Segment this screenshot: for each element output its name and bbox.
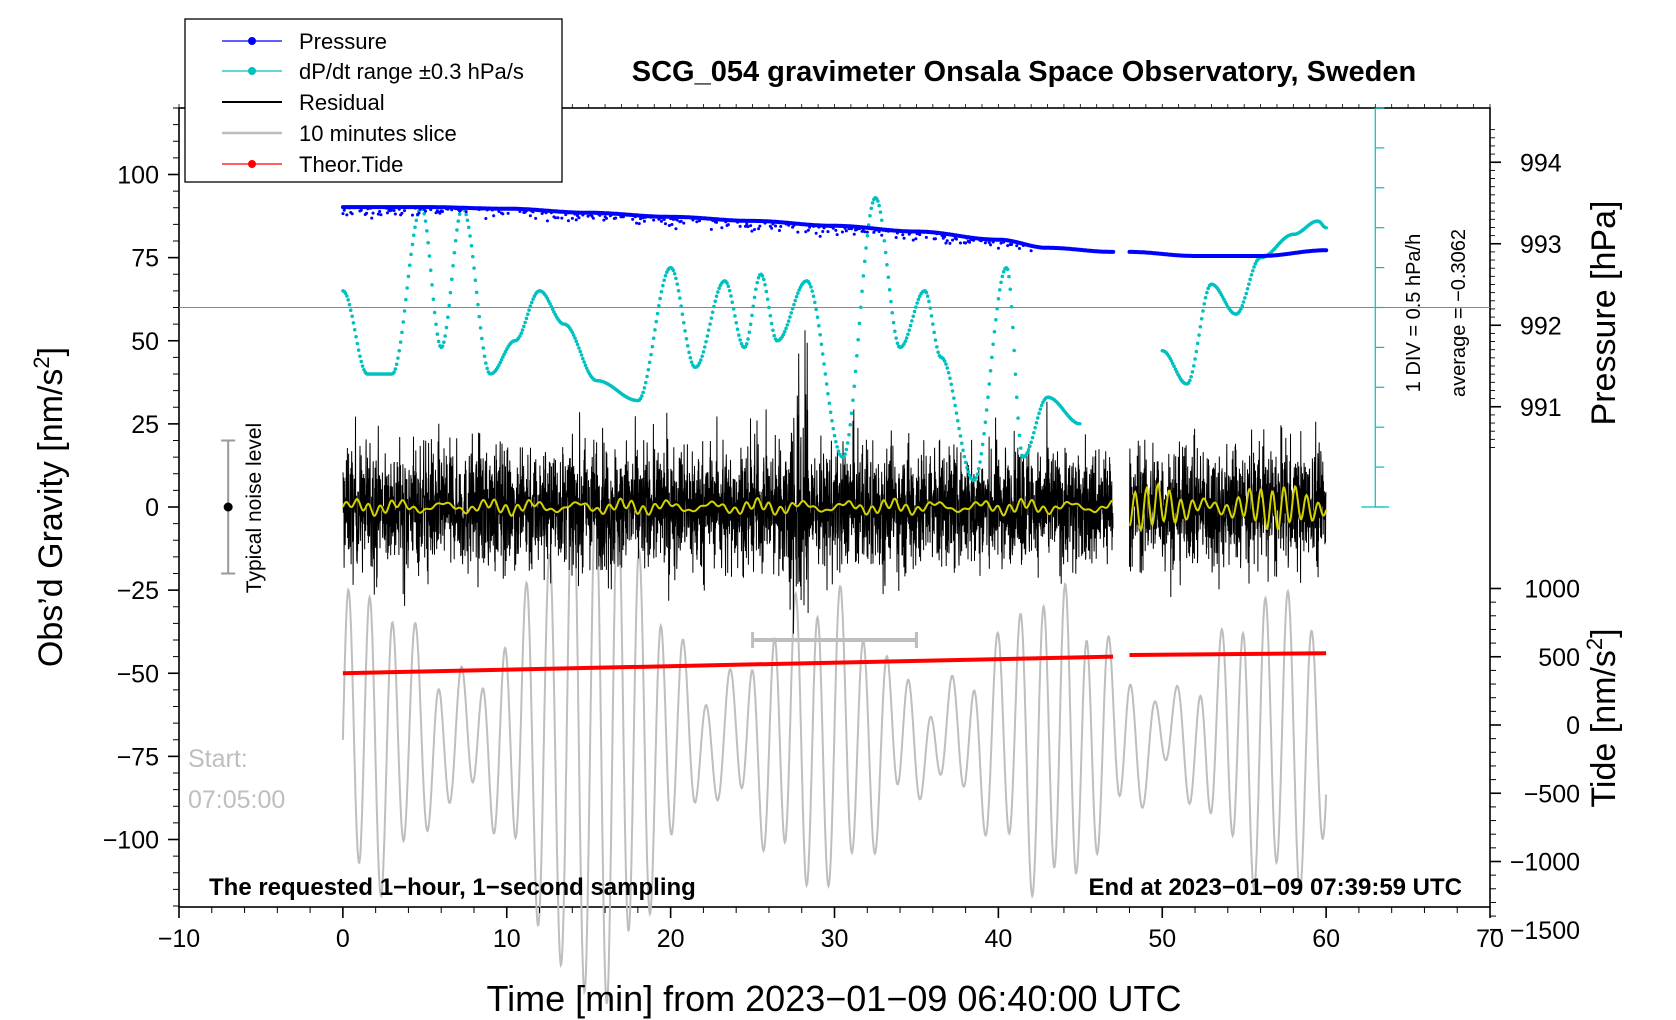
- legend-label-tide: Theor.Tide: [299, 152, 403, 177]
- y-tick-label: 100: [117, 162, 159, 190]
- x-tick-label: 40: [984, 925, 1012, 953]
- y-tick-label: −75: [117, 743, 159, 771]
- tide-series: [342, 651, 1327, 676]
- x-tick-label: 10: [493, 925, 521, 953]
- pressure-tick-label: 993: [1520, 231, 1562, 259]
- legend-marker-dpdt: [248, 67, 256, 75]
- dpdt-series: [179, 107, 1490, 508]
- annotation-layer: [221, 439, 918, 648]
- tide-tick-label: 500: [1538, 644, 1580, 672]
- legend-marker-tide: [248, 160, 256, 168]
- average-label: average = −0.3062: [1448, 229, 1470, 397]
- pressure-scatter-1: [341, 206, 1033, 253]
- legend-label-residual: Residual: [299, 90, 385, 115]
- smoothed-line-2: [1128, 482, 1328, 533]
- y-tick-label: 75: [131, 245, 159, 273]
- y-axis-label-pressure: Pressure [hPa]: [1585, 201, 1623, 426]
- dpdt-line-2: [1160, 219, 1328, 386]
- y-tick-label: 50: [131, 328, 159, 356]
- legend-label-pressure: Pressure: [299, 29, 387, 54]
- pressure-line-2: [1127, 248, 1329, 258]
- legend-entry-dpdt: dP/dt range ±0.3 hPa/s: [222, 59, 524, 84]
- pressure-segment-1: [340, 205, 1116, 254]
- x-tick-label: 20: [657, 925, 685, 953]
- x-tick-label: 0: [336, 925, 350, 953]
- gravity-label-sup: 2: [29, 356, 54, 368]
- y-tick-label: −25: [117, 577, 159, 605]
- legend-entry-tide: Theor.Tide: [222, 152, 403, 177]
- y-tick-label: −100: [103, 827, 159, 855]
- legend-label-dpdt: dP/dt range ±0.3 hPa/s: [299, 59, 524, 84]
- x-tick-label: 30: [821, 925, 849, 953]
- start-label: Start:: [188, 745, 248, 773]
- tide-tick-label: 0: [1566, 712, 1580, 740]
- slice-line: [341, 471, 1328, 1005]
- x-tick-label: −10: [158, 925, 200, 953]
- pressure-series: [340, 205, 1329, 258]
- pressure-segment-2: [1127, 248, 1329, 258]
- slice-series: [341, 471, 1328, 1005]
- smoothed-line-1: [341, 496, 1114, 517]
- pressure-tick-label: 991: [1520, 394, 1562, 422]
- y-axis-label-tide: Tide [nm/s2]: [1582, 628, 1623, 807]
- chart-title: SCG_054 gravimeter Onsala Space Observat…: [632, 56, 1416, 88]
- legend-entry-pressure: Pressure: [222, 29, 387, 54]
- y-tick-label: 25: [131, 411, 159, 439]
- y-tick-label: −50: [117, 660, 159, 688]
- legend: Pressure dP/dt range ±0.3 hPa/s Residual…: [184, 18, 563, 183]
- legend-marker-pressure: [248, 37, 256, 45]
- legend-label-slice: 10 minutes slice: [299, 121, 457, 146]
- tide-tick-label: −1000: [1510, 849, 1580, 877]
- legend-entry-residual: Residual: [222, 90, 385, 115]
- x-tick-label: 60: [1312, 925, 1340, 953]
- y-axis-label-gravity: Obs’d Gravity [nm/s2]: [29, 347, 70, 667]
- tide-tick-label: −1500: [1510, 917, 1580, 945]
- residual-series: [341, 330, 1328, 634]
- div-label: 1 DIV = 0.5 hPa/h: [1403, 234, 1425, 392]
- legend-box: [184, 18, 563, 183]
- tide-label-sup: 2: [1582, 638, 1607, 650]
- y-tick-label: 0: [145, 494, 159, 522]
- tide-line-1: [342, 654, 1114, 676]
- legend-entry-slice: 10 minutes slice: [222, 121, 457, 146]
- tide-line-2: [1129, 651, 1327, 657]
- pressure-tick-label: 992: [1520, 312, 1562, 340]
- end-time-note: End at 2023−01−09 07:39:59 UTC: [1088, 874, 1462, 901]
- residual-line-2: [1129, 421, 1327, 598]
- pressure-tick-label: 994: [1520, 149, 1562, 177]
- x-tick-label: 50: [1148, 925, 1176, 953]
- tide-tick-label: −500: [1524, 780, 1580, 808]
- x-axis-label: Time [min] from 2023−01−09 06:40:00 UTC: [486, 978, 1181, 1019]
- noise-level-label: Typical noise level: [243, 423, 266, 593]
- start-time: 07:05:00: [188, 786, 285, 814]
- gravity-label-end: ]: [32, 347, 70, 356]
- tide-tick-label: 1000: [1524, 576, 1580, 604]
- noise-center-dot: [223, 502, 233, 512]
- gravity-label-main: Obs’d Gravity [nm/s: [32, 369, 70, 668]
- tide-label-main: Tide [nm/s: [1585, 650, 1623, 807]
- sampling-note: The requested 1−hour, 1−second sampling: [209, 874, 696, 901]
- tide-label-end: ]: [1585, 628, 1623, 637]
